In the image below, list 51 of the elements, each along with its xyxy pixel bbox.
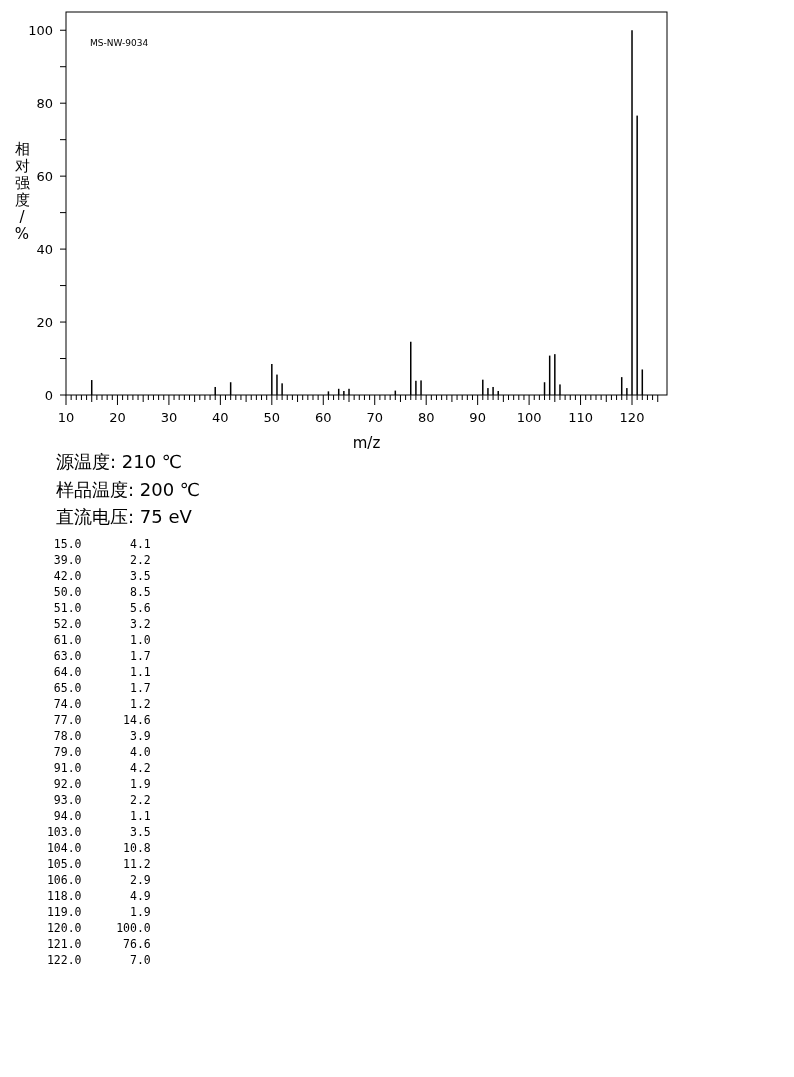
y-axis-title: 相对强度/% (14, 140, 30, 243)
y-tick-label: 20 (36, 315, 53, 331)
text: 39.0 2.2 (40, 553, 151, 567)
text: 92.0 1.9 (40, 777, 151, 791)
text: 93.0 2.2 (40, 793, 151, 807)
text: 122.0 7.0 (40, 953, 151, 967)
text: 64.0 1.1 (40, 665, 151, 679)
x-tick-label: 40 (212, 410, 229, 425)
text: 样品温度: 200 ℃ (56, 478, 201, 500)
y-tick-label: 80 (36, 96, 53, 112)
x-tick-label: 120 (619, 410, 645, 425)
x-axis-title: m/z (352, 434, 381, 452)
x-tick-label: 90 (469, 410, 486, 425)
text: 106.0 2.9 (40, 873, 151, 887)
x-tick-label: 80 (417, 410, 435, 425)
text: 104.0 10.8 (40, 841, 151, 855)
text: 78.0 3.9 (40, 729, 151, 743)
text: 105.0 11.2 (40, 857, 151, 871)
text: 源温度: 210 ℃ (56, 451, 183, 472)
y-tick-label: 0 (44, 388, 53, 403)
text: 50.0 8.5 (40, 585, 151, 599)
x-tick-label: 110 (568, 410, 593, 425)
text: 65.0 1.7 (40, 681, 151, 695)
text: 51.0 5.6 (40, 601, 151, 615)
x-tick-label: 30 (160, 410, 178, 425)
text: 118.0 4.9 (40, 889, 151, 903)
text: 61.0 1.0 (40, 633, 151, 647)
text: 15.0 4.1 (40, 537, 151, 551)
text: 103.0 3.5 (40, 825, 151, 839)
text: 直流电压: 75 eV (56, 506, 193, 527)
text: 77.0 14.6 (40, 713, 151, 727)
text: 52.0 3.2 (40, 617, 151, 631)
text: 79.0 4.0 (40, 745, 151, 759)
annotation: MS-NW-9034 (90, 38, 149, 48)
x-tick-label: 70 (366, 410, 384, 425)
text: 91.0 4.2 (40, 761, 151, 775)
x-tick-label: 20 (109, 410, 126, 425)
text: 94.0 1.1 (40, 809, 151, 823)
text: 119.0 1.9 (40, 905, 151, 919)
text: 63.0 1.7 (40, 649, 151, 663)
text: 120.0 100.0 (40, 921, 151, 935)
text: 74.0 1.2 (40, 697, 151, 711)
x-tick-label: 60 (315, 410, 332, 425)
y-tick-label: 60 (36, 169, 53, 185)
text: 42.0 3.5 (40, 569, 151, 583)
x-tick-label: 50 (263, 410, 281, 425)
x-tick-label: 100 (516, 410, 542, 425)
y-tick-label: 100 (28, 23, 53, 39)
y-tick-label: 40 (36, 242, 53, 258)
x-tick-label: 10 (57, 410, 75, 425)
text: 121.0 76.6 (40, 937, 151, 951)
